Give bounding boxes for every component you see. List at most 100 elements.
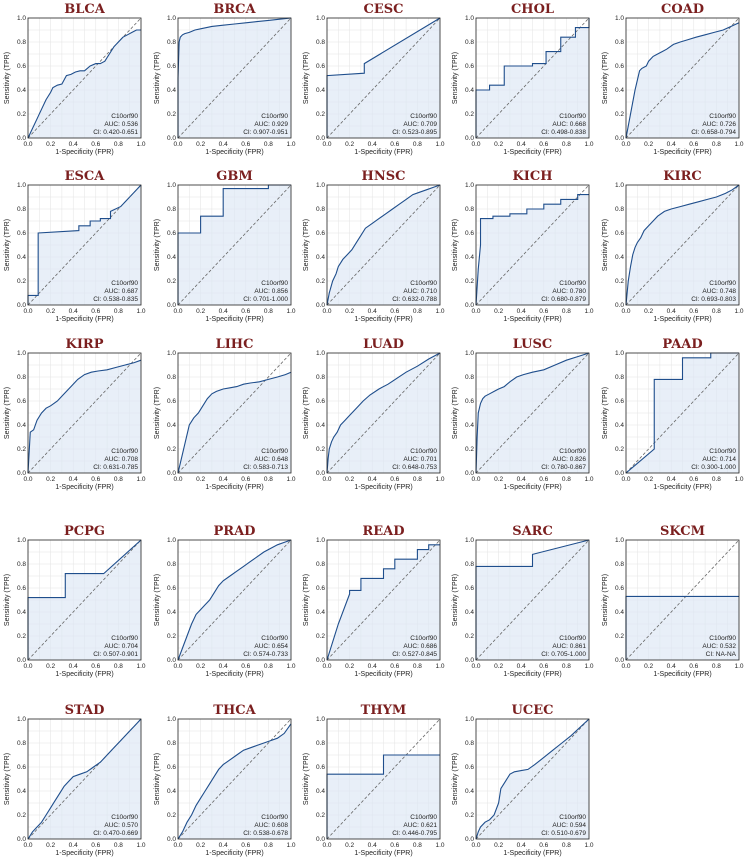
y-axis-label: Sensitivity (TPR) (303, 574, 310, 626)
x-tick-label: 0.8 (413, 663, 422, 670)
y-tick-label: 0.8 (17, 39, 26, 46)
legend-series-name: C10orf90 (559, 113, 586, 120)
y-tick-label: 0.8 (167, 39, 176, 46)
y-tick-label: 1.0 (17, 15, 26, 22)
y-tick-label: 0.4 (465, 609, 474, 616)
x-tick-label: 0.4 (667, 663, 676, 670)
y-tick-label: 0.8 (167, 740, 176, 747)
legend-auc: AUC: 0.780 (552, 288, 586, 295)
y-tick-label: 0.2 (615, 278, 624, 285)
roc-curve (27, 718, 142, 840)
panel-title: THCA (213, 703, 256, 718)
panel-title: SARC (512, 524, 553, 539)
panel-title: HNSC (362, 169, 406, 184)
y-tick-label: 0.2 (465, 446, 474, 453)
y-tick-label: 1.0 (167, 350, 176, 357)
roc-area (178, 723, 291, 839)
plot-frame (177, 17, 292, 139)
y-tick-label: 0.4 (167, 87, 176, 94)
x-tick-label: 0.8 (712, 663, 721, 670)
legend-auc: AUC: 0.532 (702, 643, 736, 650)
x-tick-label: 0.6 (241, 476, 250, 483)
y-tick-label: 0.8 (465, 561, 474, 568)
y-tick-label: 0.0 (17, 135, 26, 142)
plot-frame (27, 352, 142, 474)
roc-curve (177, 723, 292, 840)
y-tick-label: 0.4 (167, 788, 176, 795)
x-tick-label: 0.4 (219, 141, 228, 148)
x-tick-label: 0.4 (219, 308, 228, 315)
x-tick-label: 0.6 (91, 842, 100, 849)
x-tick-label: 0.8 (562, 476, 571, 483)
roc-panel-skcm: SKCM 0.00.0 0.2 0.2 0.4 0.4 0.6 0.6 0.8 0.8 1.0 1.0… (602, 524, 744, 678)
roc-panel-blca: BLCA 0.00.0 0.2 0.2 0.4 0.4 0.6 0.6 0.8 0.8 1.0 1.0… (4, 2, 146, 156)
x-tick-label: 0.0 (621, 308, 630, 315)
x-tick-label: 0.2 (345, 141, 354, 148)
y-tick-label: 0.6 (615, 398, 624, 405)
y-tick-label: 1.0 (316, 537, 325, 544)
reference-diagonal (625, 539, 740, 661)
y-tick-label: 0.4 (167, 609, 176, 616)
reference-diagonal (326, 17, 441, 139)
legend-ci: CI: 0.510-0.679 (541, 830, 586, 837)
y-tick-label: 0.6 (167, 585, 176, 592)
reference-diagonal (326, 539, 441, 661)
x-tick-label: 0.0 (322, 663, 331, 670)
legend-auc: AUC: 0.826 (552, 456, 586, 463)
y-tick-label: 0.6 (316, 764, 325, 771)
panel-title: GBM (216, 169, 252, 184)
x-tick-label: 1.0 (435, 663, 444, 670)
y-tick-label: 1.0 (167, 716, 176, 723)
y-tick-label: 0.0 (465, 135, 474, 142)
roc-area (327, 755, 440, 839)
roc-panel-coad: COAD 0.00.0 0.2 0.2 0.4 0.4 0.6 0.6 0.8 0.8 1.0 1.0… (602, 2, 744, 156)
reference-diagonal (625, 184, 740, 306)
legend-series-name: C10orf90 (709, 280, 736, 287)
x-tick-label: 0.2 (644, 476, 653, 483)
legend-series-name: C10orf90 (559, 448, 586, 455)
y-tick-label: 0.6 (17, 230, 26, 237)
reference-diagonal (177, 352, 292, 474)
x-tick-label: 1.0 (584, 141, 593, 148)
x-tick-label: 0.2 (46, 842, 55, 849)
legend-ci: CI: 0.632-0.788 (392, 296, 437, 303)
legend-ci: CI: 0.701-1.000 (243, 296, 288, 303)
x-tick-label: 0.4 (517, 663, 526, 670)
legend-ci: CI: 0.446-0.795 (392, 830, 437, 837)
y-tick-label: 1.0 (465, 182, 474, 189)
x-tick-label: 1.0 (734, 663, 743, 670)
x-tick-label: 1.0 (435, 308, 444, 315)
x-axis-label: 1-Specificity (FPR) (503, 316, 561, 323)
legend-auc: AUC: 0.621 (403, 822, 437, 829)
roc-curve (475, 194, 589, 306)
legend-ci: CI: 0.907-0.951 (243, 129, 288, 136)
x-axis-label: 1-Specificity (FPR) (55, 850, 113, 857)
y-tick-label: 0.8 (465, 374, 474, 381)
x-tick-label: 0.4 (69, 842, 78, 849)
panel-title: CHOL (511, 2, 554, 17)
legend-auc: AUC: 0.748 (702, 288, 736, 295)
x-tick-label: 1.0 (734, 141, 743, 148)
legend-ci: CI: 0.527-0.845 (392, 651, 437, 658)
y-tick-label: 0.4 (465, 87, 474, 94)
y-axis-label: Sensitivity (TPR) (4, 387, 11, 439)
y-axis-label: Sensitivity (TPR) (154, 574, 161, 626)
panel-title: THYM (361, 703, 407, 718)
y-tick-label: 0.0 (167, 135, 176, 142)
y-tick-label: 0.4 (167, 254, 176, 261)
y-tick-label: 1.0 (316, 15, 325, 22)
panel-title: STAD (65, 703, 105, 718)
roc-area (327, 544, 440, 660)
legend-ci: CI: 0.538-0.835 (93, 296, 138, 303)
plot-frame (177, 718, 292, 840)
x-tick-label: 0.6 (91, 663, 100, 670)
legend-ci: CI: 0.680-0.879 (541, 296, 586, 303)
x-tick-label: 0.4 (219, 842, 228, 849)
y-tick-label: 0.8 (17, 561, 26, 568)
x-tick-label: 0.4 (368, 141, 377, 148)
y-tick-label: 0.4 (316, 87, 325, 94)
y-axis-label: Sensitivity (TPR) (452, 574, 459, 626)
y-axis-label: Sensitivity (TPR) (303, 753, 310, 805)
